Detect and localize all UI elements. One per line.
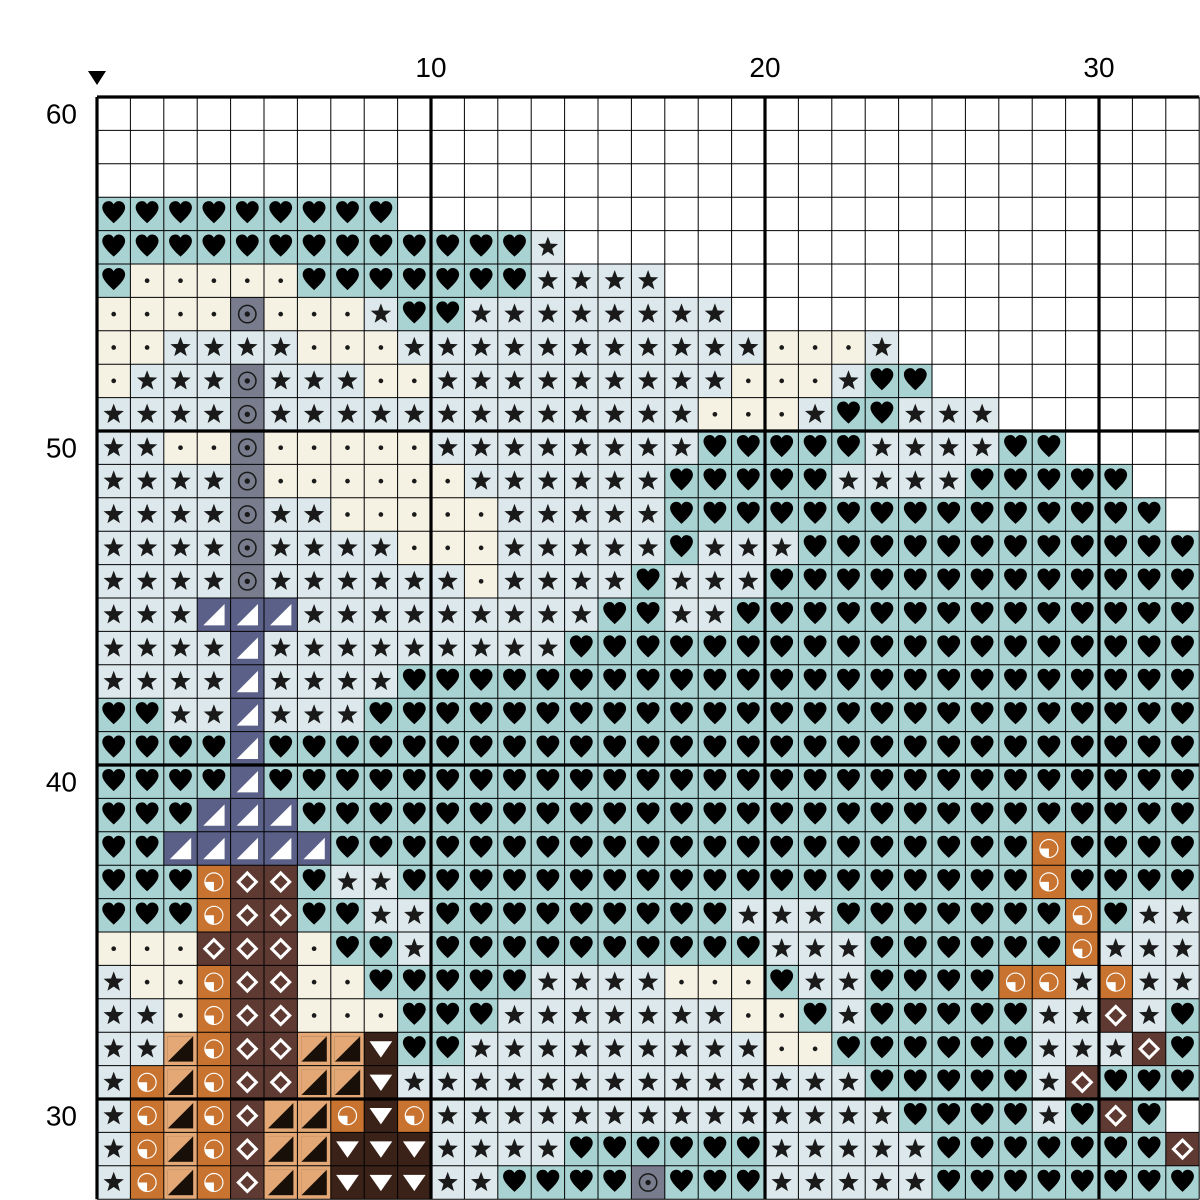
svg-text:10: 10: [415, 52, 446, 83]
svg-text:30: 30: [46, 1101, 77, 1132]
svg-text:60: 60: [46, 99, 77, 130]
svg-text:20: 20: [749, 52, 780, 83]
svg-text:40: 40: [46, 767, 77, 798]
svg-text:30: 30: [1083, 52, 1114, 83]
svg-text:50: 50: [46, 433, 77, 464]
